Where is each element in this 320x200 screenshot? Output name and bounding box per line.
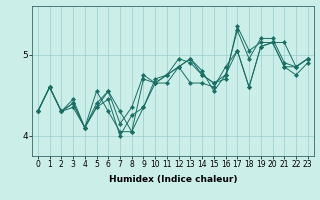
X-axis label: Humidex (Indice chaleur): Humidex (Indice chaleur)	[108, 175, 237, 184]
